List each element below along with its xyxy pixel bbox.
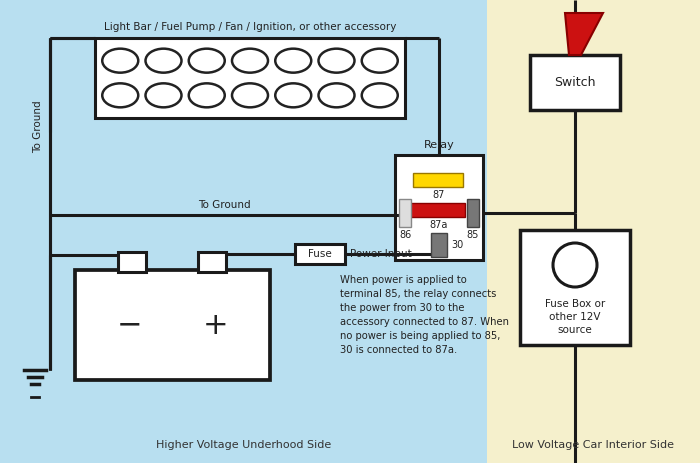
- Bar: [95, 38, 405, 118]
- Bar: [295, 244, 345, 264]
- Circle shape: [553, 243, 597, 287]
- Ellipse shape: [318, 83, 354, 107]
- Text: 87a: 87a: [430, 220, 448, 230]
- Text: +: +: [202, 311, 228, 339]
- Text: Relay: Relay: [424, 140, 454, 150]
- Bar: [410, 203, 465, 217]
- Bar: [399, 199, 411, 227]
- Text: 87: 87: [433, 190, 445, 200]
- Ellipse shape: [362, 49, 398, 73]
- Bar: [118, 252, 146, 272]
- Polygon shape: [565, 13, 603, 55]
- Bar: [520, 230, 630, 345]
- Text: 86: 86: [399, 230, 411, 240]
- Ellipse shape: [146, 49, 181, 73]
- Ellipse shape: [189, 49, 225, 73]
- Ellipse shape: [189, 83, 225, 107]
- Text: Higher Voltage Underhood Side: Higher Voltage Underhood Side: [156, 440, 331, 450]
- Bar: [413, 173, 463, 187]
- Bar: [530, 55, 620, 110]
- Ellipse shape: [232, 83, 268, 107]
- Text: −: −: [117, 311, 142, 339]
- Bar: [198, 252, 226, 272]
- Bar: [487, 0, 700, 463]
- Ellipse shape: [102, 83, 139, 107]
- Ellipse shape: [146, 83, 181, 107]
- Bar: [467, 199, 479, 227]
- Text: 85: 85: [467, 230, 480, 240]
- Ellipse shape: [362, 83, 398, 107]
- Ellipse shape: [275, 49, 312, 73]
- Ellipse shape: [232, 49, 268, 73]
- Text: Fuse Box or
other 12V
source: Fuse Box or other 12V source: [545, 299, 605, 335]
- Ellipse shape: [318, 49, 354, 73]
- Text: When power is applied to
terminal 85, the relay connects
the power from 30 to th: When power is applied to terminal 85, th…: [340, 275, 509, 355]
- Text: To Ground: To Ground: [198, 200, 251, 210]
- Ellipse shape: [275, 83, 312, 107]
- Ellipse shape: [102, 49, 139, 73]
- Text: Fuse: Fuse: [308, 249, 332, 259]
- Bar: [431, 233, 447, 257]
- Text: Light Bar / Fuel Pump / Fan / Ignition, or other accessory: Light Bar / Fuel Pump / Fan / Ignition, …: [104, 22, 396, 32]
- Text: To Ground: To Ground: [33, 100, 43, 153]
- Text: 30: 30: [451, 240, 463, 250]
- Bar: [75, 270, 270, 380]
- Text: Power Input: Power Input: [350, 249, 412, 259]
- Bar: [0, 0, 487, 463]
- Text: Switch: Switch: [554, 76, 596, 89]
- Bar: [395, 155, 483, 260]
- Text: Low Voltage Car Interior Side: Low Voltage Car Interior Side: [512, 440, 675, 450]
